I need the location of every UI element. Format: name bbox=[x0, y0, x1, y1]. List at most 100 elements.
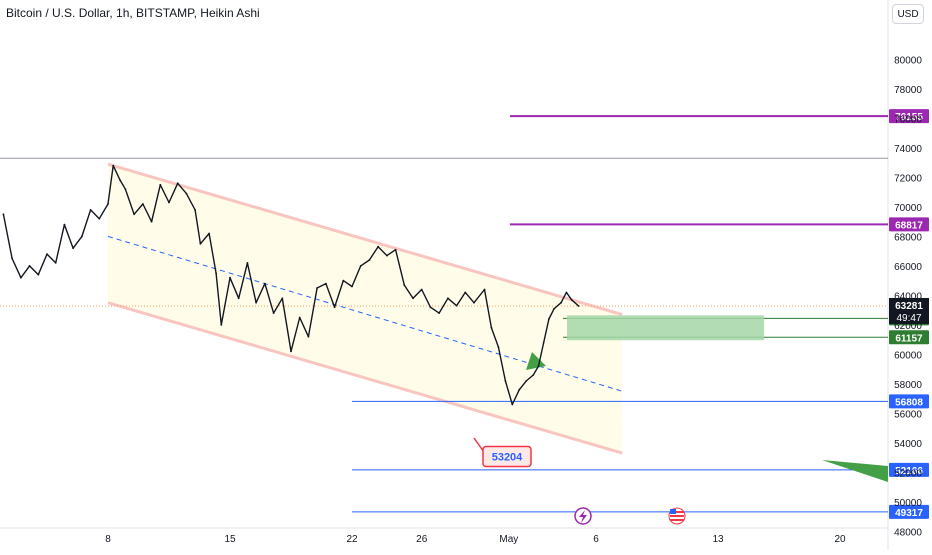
price-point bbox=[264, 282, 266, 285]
price-point bbox=[281, 297, 284, 300]
price-point bbox=[438, 312, 440, 314]
price-point bbox=[548, 318, 550, 320]
price-point bbox=[46, 253, 48, 256]
price-point bbox=[333, 306, 336, 309]
price-point bbox=[518, 388, 521, 391]
y-tick-label: 68000 bbox=[894, 232, 922, 243]
price-point bbox=[483, 288, 486, 291]
price-point bbox=[403, 284, 406, 286]
price-point bbox=[359, 265, 362, 267]
price-point bbox=[237, 297, 240, 300]
price-scale[interactable] bbox=[888, 0, 932, 550]
price-point bbox=[215, 272, 218, 275]
price-point bbox=[124, 188, 127, 191]
projection-wedge bbox=[822, 460, 888, 482]
price-point bbox=[185, 192, 188, 195]
price-point bbox=[255, 301, 257, 304]
price-point bbox=[325, 282, 327, 285]
price-point bbox=[112, 164, 115, 167]
price-point bbox=[307, 335, 310, 338]
level-tag-56808: 56808 bbox=[895, 397, 923, 408]
x-tick-label: 8 bbox=[105, 534, 111, 545]
current-price-label: 63281 bbox=[895, 301, 923, 312]
level-tag-68817: 68817 bbox=[895, 220, 923, 231]
price-point bbox=[290, 350, 292, 353]
y-tick-label: 72000 bbox=[894, 173, 922, 184]
lightning-icon[interactable] bbox=[574, 507, 592, 525]
price-point bbox=[497, 346, 500, 348]
y-tick-label: 58000 bbox=[894, 380, 922, 391]
price-point bbox=[504, 380, 507, 382]
price-point bbox=[447, 297, 449, 300]
level-tag-52166: 52166 bbox=[895, 466, 923, 477]
price-point bbox=[89, 209, 92, 211]
price-point bbox=[11, 257, 14, 260]
y-tick-label: 78000 bbox=[894, 85, 922, 96]
price-point bbox=[272, 312, 275, 314]
price-point bbox=[72, 247, 74, 250]
price-point bbox=[220, 324, 223, 326]
price-point bbox=[553, 307, 556, 310]
x-tick-label: 20 bbox=[834, 534, 846, 545]
price-point bbox=[532, 374, 535, 376]
y-tick-label: 52000 bbox=[894, 468, 922, 479]
price-point bbox=[368, 259, 371, 261]
level-tag-bg bbox=[889, 330, 929, 345]
price-point bbox=[473, 301, 475, 304]
annotation-box[interactable] bbox=[482, 445, 532, 468]
price-point bbox=[168, 201, 170, 204]
y-tick-label: 80000 bbox=[894, 55, 922, 66]
current-price-tag bbox=[889, 297, 929, 324]
price-point bbox=[316, 287, 318, 289]
price-point bbox=[412, 297, 414, 300]
price-point bbox=[394, 248, 397, 251]
y-tick-label: 60000 bbox=[894, 350, 922, 361]
price-point bbox=[565, 291, 568, 294]
y-tick-label: 50000 bbox=[894, 498, 922, 509]
countdown-label: 49:47 bbox=[896, 313, 921, 324]
y-tick-label: 62000 bbox=[894, 321, 922, 332]
x-tick-label: 26 bbox=[416, 534, 428, 545]
currency-unit-button[interactable]: USD bbox=[892, 4, 924, 24]
level-tag-bg bbox=[889, 217, 929, 232]
arrow-up-marker bbox=[526, 352, 546, 370]
level-tag-bg bbox=[889, 504, 929, 519]
x-tick-label: 13 bbox=[712, 534, 724, 545]
price-point bbox=[560, 301, 562, 304]
channel-lower-line[interactable] bbox=[107, 301, 623, 455]
price-point bbox=[28, 265, 31, 267]
y-tick-label: 76000 bbox=[894, 114, 922, 125]
price-point bbox=[208, 232, 211, 235]
price-point bbox=[2, 213, 5, 216]
price-point bbox=[577, 305, 580, 307]
price-point bbox=[490, 326, 493, 329]
y-tick-label: 74000 bbox=[894, 144, 922, 155]
y-tick-label: 70000 bbox=[894, 203, 922, 214]
y-tick-label: 64000 bbox=[894, 291, 922, 302]
channel-upper-line[interactable] bbox=[107, 162, 623, 316]
channel-fill bbox=[108, 164, 623, 454]
us-flag-icon[interactable] bbox=[668, 507, 686, 525]
us-flag-stripe bbox=[670, 519, 684, 521]
price-point bbox=[37, 273, 40, 276]
price-point bbox=[199, 242, 202, 245]
level-tag-49317: 49317 bbox=[895, 508, 923, 519]
price-point bbox=[298, 316, 301, 319]
price-point bbox=[150, 220, 153, 223]
annotation-label: 53204 bbox=[492, 452, 523, 464]
price-point bbox=[429, 306, 432, 309]
price-point bbox=[133, 213, 136, 216]
x-tick-label: 22 bbox=[346, 534, 358, 545]
x-tick-label: 6 bbox=[593, 534, 599, 545]
price-point bbox=[176, 182, 179, 185]
price-point bbox=[570, 298, 573, 301]
price-point bbox=[194, 209, 197, 211]
price-point bbox=[119, 179, 122, 182]
lightning-icon-bolt bbox=[579, 510, 587, 523]
price-point bbox=[142, 203, 144, 205]
support-zone[interactable] bbox=[567, 315, 764, 341]
price-point bbox=[81, 235, 83, 238]
price-point bbox=[98, 217, 101, 220]
